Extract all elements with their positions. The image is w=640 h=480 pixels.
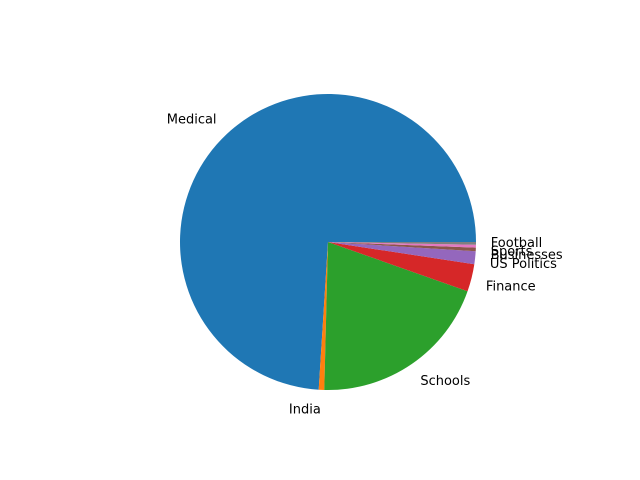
pie-slice-finance: [328, 242, 475, 292]
pie-labels: Medical India Schools Finance US PoliticsBus…: [167, 112, 563, 417]
pie-label-schools: Schools: [420, 374, 470, 389]
pie-label-india: India: [289, 402, 321, 417]
pie-label-finance: Finance: [486, 279, 536, 294]
pie-slice-india: [318, 242, 328, 390]
pie-label-us-politics: US Politics: [490, 257, 557, 272]
pie-slice-sports: [328, 242, 476, 248]
pie-slices: [180, 94, 477, 390]
pie-label-businesses: Businesses: [491, 248, 563, 263]
pie-slice-medical: [180, 94, 477, 390]
pie-slice-football: [328, 242, 476, 245]
pie-slice-us-politics: [328, 242, 476, 265]
pie-label-medical: Medical: [167, 112, 217, 127]
pie-label-football: Football: [491, 236, 542, 251]
pie-slice-schools: [324, 242, 468, 390]
pie-slice-businesses: [328, 242, 476, 252]
pie-label-sports: Sports: [491, 244, 533, 259]
